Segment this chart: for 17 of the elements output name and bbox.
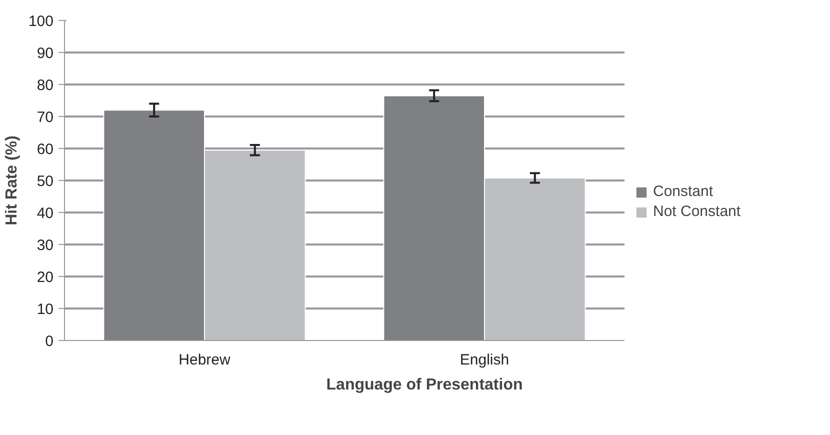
y-tick-label: 60 bbox=[36, 141, 54, 158]
y-tick-label: 10 bbox=[36, 301, 54, 318]
y-tick-label: 0 bbox=[45, 333, 54, 350]
x-tick-label: English bbox=[460, 352, 510, 368]
legend-label: Not Constant bbox=[653, 203, 741, 220]
y-tick-label: 100 bbox=[28, 13, 54, 30]
y-tick-label: 50 bbox=[36, 173, 54, 190]
y-axis-title: Hit Rate (%) bbox=[3, 136, 20, 226]
y-tick-label: 40 bbox=[36, 205, 54, 222]
y-tick-label: 90 bbox=[36, 45, 54, 62]
y-tick-label: 20 bbox=[36, 269, 54, 286]
x-tick-label: Hebrew bbox=[178, 352, 231, 368]
y-tick-label: 30 bbox=[36, 237, 54, 254]
x-axis-title: Language of Presentation bbox=[326, 376, 523, 394]
legend-label: Constant bbox=[653, 183, 714, 200]
y-tick-label: 70 bbox=[36, 109, 54, 126]
y-tick-label: 80 bbox=[36, 77, 54, 94]
